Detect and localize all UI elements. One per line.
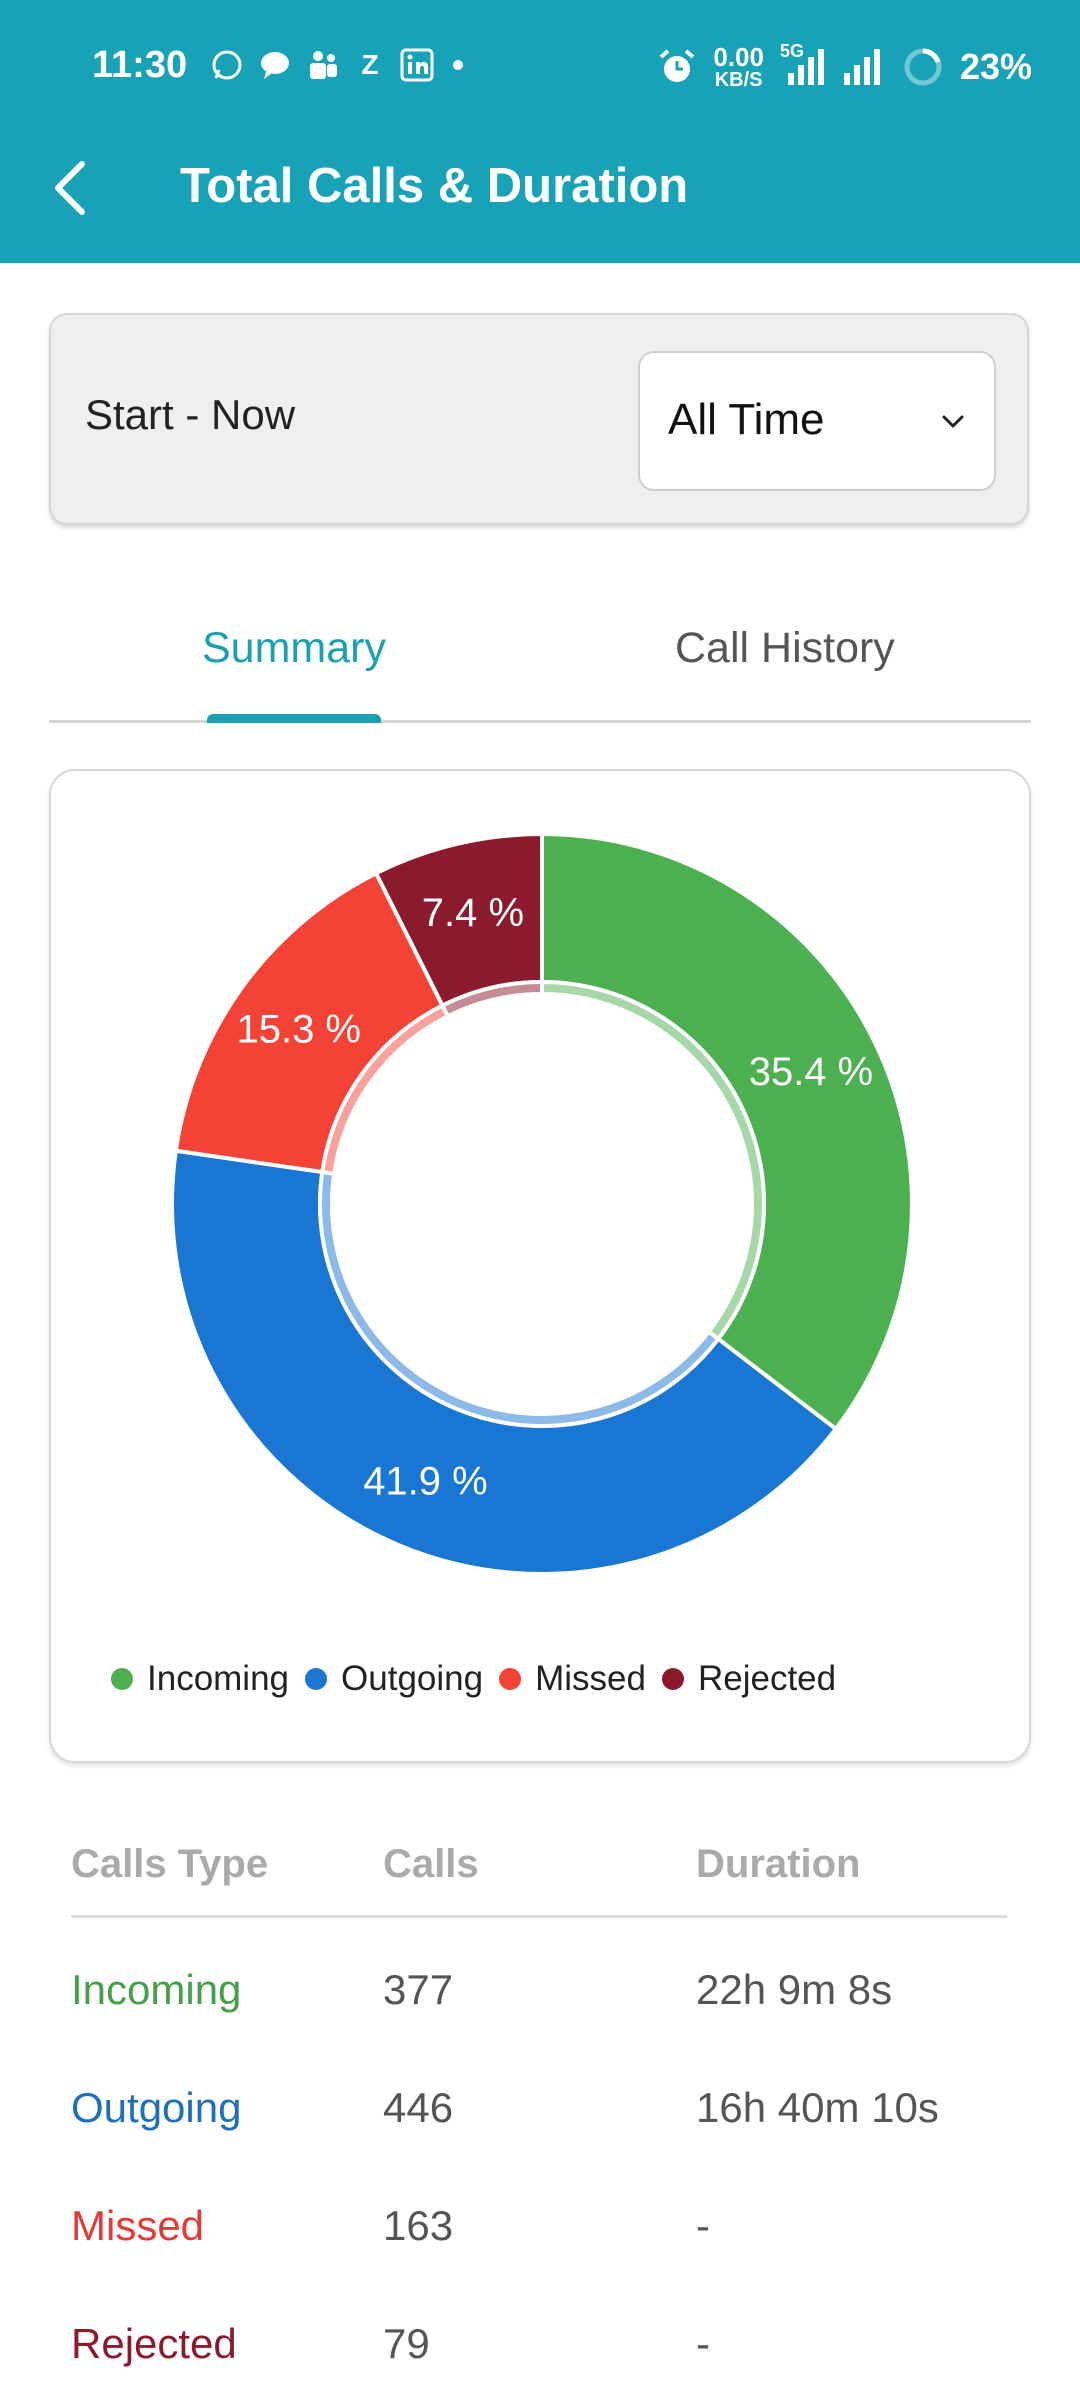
row-type: Outgoing [71, 2084, 242, 2131]
row-type: Missed [71, 2202, 205, 2249]
table-row: Missed 163 - [71, 2154, 1007, 2272]
row-calls: 377 [383, 1966, 454, 2013]
table-row: Outgoing 446 16h 40m 10s [71, 2036, 1007, 2154]
net-speed-value: 0.00 [713, 42, 764, 72]
signal-icon [787, 49, 824, 85]
page-title: Total Calls & Duration [180, 159, 689, 213]
row-type: Rejected [71, 2320, 237, 2367]
table-row: Incoming 377 22h 9m 8s [71, 1918, 1007, 2036]
legend-item-missed[interactable]: Missed [499, 1659, 646, 1699]
legend-dot [499, 1668, 522, 1690]
alarm-icon [660, 49, 695, 82]
row-duration: 16h 40m 10s [696, 2084, 939, 2131]
net-speed-unit: KB/S [714, 69, 763, 91]
net-speed: 0.00 KB/S [713, 44, 764, 90]
legend-label: Incoming [147, 1659, 290, 1698]
legend-item-outgoing[interactable]: Outgoing [305, 1659, 483, 1699]
row-duration: 22h 9m 8s [696, 1966, 893, 2013]
legend-dot [305, 1668, 328, 1690]
tab-bar: Summary Call History [49, 600, 1031, 723]
linkedin-icon [400, 48, 434, 82]
network-5g: 5G [780, 41, 826, 87]
chart-legend: Incoming Outgoing Missed Rejected [111, 1659, 852, 1699]
table-header: Calls Type Calls Duration [71, 1830, 1007, 1918]
donut-slice-outgoing[interactable] [170, 1148, 839, 1576]
donut-slice-incoming[interactable] [540, 831, 914, 1432]
more-notifications-icon [453, 60, 463, 70]
legend-label: Missed [535, 1659, 646, 1698]
table-row: Rejected 79 - [71, 2272, 1007, 2390]
legend-item-incoming[interactable]: Incoming [111, 1659, 289, 1699]
status-bar: 11:30 Z 0.00 KB/S 5G 23% [0, 0, 1080, 140]
date-range-label: Start - Now [85, 391, 296, 438]
tab-indicator [207, 714, 381, 723]
notification-icons: Z [210, 48, 468, 82]
donut-label-missed: 15.3 % [236, 1007, 361, 1051]
app-bar: 11:30 Z 0.00 KB/S 5G 23% Total Cal [0, 0, 1080, 263]
status-time: 11:30 [92, 44, 188, 86]
teams-icon [310, 51, 337, 79]
battery-level: 23% [959, 46, 1032, 87]
row-calls: 79 [383, 2320, 430, 2367]
legend-dot [661, 1668, 684, 1690]
donut-chart: 35.4 % 41.9 % 15.3 % 7.4 % [170, 831, 914, 1576]
legend-label: Outgoing [341, 1659, 484, 1698]
time-range-dropdown[interactable]: All Time [638, 351, 996, 491]
header-calls: Calls [383, 1842, 479, 1886]
donut-inner-ring-rejected [439, 979, 544, 1019]
z-app-icon: Z [361, 49, 379, 80]
row-type: Incoming [71, 1966, 242, 2013]
network-type: 5G [779, 41, 804, 61]
battery-ring-icon [904, 48, 942, 86]
legend-label: Rejected [697, 1659, 837, 1698]
signal-icon-2 [843, 49, 880, 85]
date-range-card: Start - Now All Time [49, 313, 1029, 525]
row-calls: 446 [383, 2084, 454, 2131]
row-calls: 163 [383, 2202, 454, 2249]
chevron-down-icon [942, 415, 964, 428]
row-duration: - [696, 2202, 710, 2249]
row-duration: - [696, 2320, 710, 2367]
donut-label-incoming: 35.4 % [749, 1050, 874, 1094]
donut-label-rejected: 7.4 % [422, 891, 524, 935]
whatsapp-icon [212, 50, 242, 80]
time-range-value: All Time [668, 395, 825, 444]
header-calls-type: Calls Type [71, 1842, 269, 1886]
tab-summary[interactable]: Summary [202, 624, 386, 672]
calls-table: Calls Type Calls Duration Incoming 377 2… [71, 1830, 1007, 2390]
legend-dot [111, 1668, 133, 1690]
header-duration: Duration [696, 1842, 861, 1886]
donut-label-outgoing: 41.9 % [363, 1459, 488, 1503]
chat-bubble-icon [261, 52, 289, 79]
back-arrow-icon[interactable] [44, 158, 104, 218]
legend-item-rejected[interactable]: Rejected [661, 1659, 837, 1699]
tab-call-history[interactable]: Call History [675, 624, 895, 672]
chart-card: 35.4 % 41.9 % 15.3 % 7.4 % Incoming Outgoing… [49, 769, 1031, 1763]
status-right: 0.00 KB/S 5G 23% [657, 41, 1032, 90]
